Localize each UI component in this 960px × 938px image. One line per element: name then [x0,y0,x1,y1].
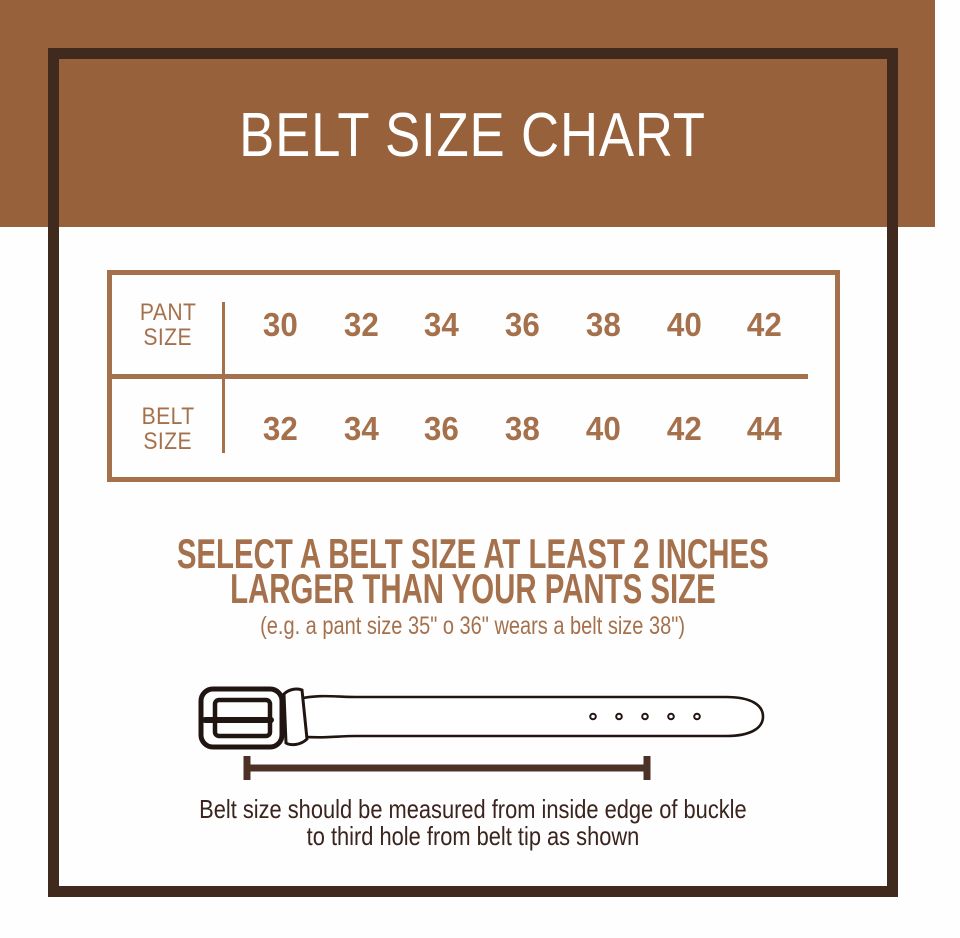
instruction-line2: LARGER THAN YOUR PANTS SIZE [230,565,716,612]
decorative-frame [48,48,898,897]
pant-size-value: 38 [585,305,621,343]
belt-size-label: BELT SIZE [112,404,224,454]
pant-size-label-line1: PANT [139,298,197,326]
pant-size-label: PANT SIZE [112,300,224,350]
belt-size-value: 44 [747,409,783,447]
belt-hole [589,712,597,721]
pant-size-value: 32 [343,305,379,343]
belt-holes [589,712,701,721]
page-title: BELT SIZE CHART [48,104,898,168]
note-line2: to third hole from belt tip as shown [306,821,640,851]
instruction-line1-wrap: SELECT A BELT SIZE AT LEAST 2 INCHES [48,530,898,577]
belt-size-value: 38 [505,409,540,447]
belt-size-value: 40 [585,409,621,447]
sizing-instruction: SELECT A BELT SIZE AT LEAST 2 INCHES LAR… [48,530,898,640]
pant-size-value: 30 [262,305,298,343]
belt-size-value: 32 [262,409,298,447]
page-title-text: BELT SIZE CHART [239,101,707,170]
belt-hole [641,712,649,721]
pant-size-value: 42 [747,305,783,343]
note-line1: Belt size should be measured from inside… [199,794,747,824]
buckle-outer [198,686,285,750]
instruction-line1: SELECT A BELT SIZE AT LEAST 2 INCHES [177,530,769,577]
pant-size-value: 34 [424,305,460,343]
pant-size-values: 30 32 34 36 38 40 42 [224,306,835,344]
belt-size-value: 42 [666,409,702,447]
belt-hole [693,712,701,721]
size-table: PANT SIZE 30 32 34 36 38 40 42 BELT SIZE… [107,270,840,482]
belt-size-value: 34 [343,409,379,447]
note-line2-wrap: to third hole from belt tip as shown [48,823,898,850]
instruction-line2-wrap: LARGER THAN YOUR PANTS SIZE [48,565,898,612]
instruction-example: (e.g. a pant size 35" o 36" wears a belt… [260,612,686,640]
table-horizontal-divider [112,374,808,379]
measurement-dimension-line [243,756,651,780]
belt-hole [667,712,675,721]
belt-hole [615,712,623,721]
header-band [0,0,935,227]
pant-size-value: 36 [505,305,540,343]
note-line1-wrap: Belt size should be measured from inside… [48,796,898,823]
measurement-note: Belt size should be measured from inside… [48,796,898,850]
table-row-belt-size: BELT SIZE 32 34 36 38 40 42 44 [112,379,835,478]
belt-size-label-line2: SIZE [143,427,193,455]
belt-size-label-line1: BELT [141,402,195,430]
instruction-example-wrap: (e.g. a pant size 35" o 36" wears a belt… [48,613,898,639]
belt-size-value: 36 [424,409,460,447]
pant-size-label-line2: SIZE [143,323,193,351]
belt-illustration [198,686,765,780]
table-row-pant-size: PANT SIZE 30 32 34 36 38 40 42 [112,275,835,374]
pant-size-value: 40 [666,305,702,343]
belt-keeper [282,687,309,747]
belt-size-values: 32 34 36 38 40 42 44 [224,410,835,448]
belt-strap [295,694,765,739]
